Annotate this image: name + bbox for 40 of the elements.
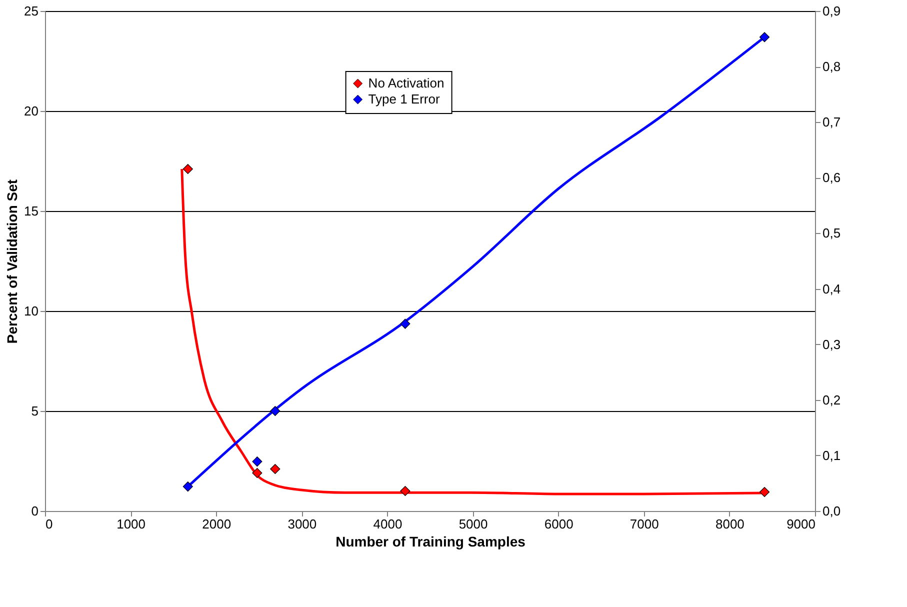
- y2-tick-label: 0,1: [822, 448, 841, 463]
- x-tick-label: 3000: [288, 516, 317, 532]
- point: [400, 318, 410, 329]
- x-tick-label: 6000: [544, 516, 574, 532]
- y-tick-label: 0: [31, 504, 38, 518]
- x-tick-label: 9000: [786, 516, 816, 532]
- point: [270, 406, 280, 416]
- y2-tick-label: 0,2: [822, 392, 841, 408]
- y-tick-label: 10: [24, 304, 38, 318]
- y2-tick-label: 0,7: [822, 114, 841, 130]
- y2-tick-label: 0,5: [822, 226, 841, 241]
- legend-label: No Activation: [368, 76, 444, 90]
- x-tick-label: 0: [46, 516, 53, 532]
- y2-tick-label: 0,8: [822, 59, 841, 74]
- y2-tick-label: 0,0: [822, 504, 841, 518]
- x-axis-title: Number of Training Samples: [336, 534, 526, 550]
- x-tick-label: 7000: [630, 516, 659, 532]
- x-tick-label: 1000: [116, 516, 146, 532]
- y-tick-label: 5: [31, 404, 38, 418]
- y-axis-title: Percent of Validation Set: [4, 179, 20, 344]
- point: [270, 464, 280, 474]
- y2-tick-label: 0,6: [822, 170, 841, 186]
- legend-label: Type 1 Error: [368, 92, 440, 106]
- x-tick-label: 4000: [373, 516, 402, 532]
- point: [252, 456, 262, 467]
- y2-tick-label: 0,9: [822, 4, 841, 18]
- point: [759, 486, 770, 498]
- point: [252, 468, 262, 478]
- y-tick-label: 25: [24, 4, 38, 18]
- y-tick-label: 20: [24, 104, 38, 118]
- point: [182, 482, 193, 492]
- x-tick-label: 2000: [202, 516, 232, 532]
- x-tick-label: 8000: [715, 516, 744, 532]
- point: [182, 164, 193, 174]
- point: [400, 486, 410, 496]
- y2-tick-label: 0,3: [822, 336, 841, 352]
- x-tick-label: 5000: [458, 516, 488, 532]
- y2-tick-label: 0,4: [822, 281, 841, 296]
- point: [759, 32, 770, 42]
- y-tick-label: 15: [24, 204, 38, 218]
